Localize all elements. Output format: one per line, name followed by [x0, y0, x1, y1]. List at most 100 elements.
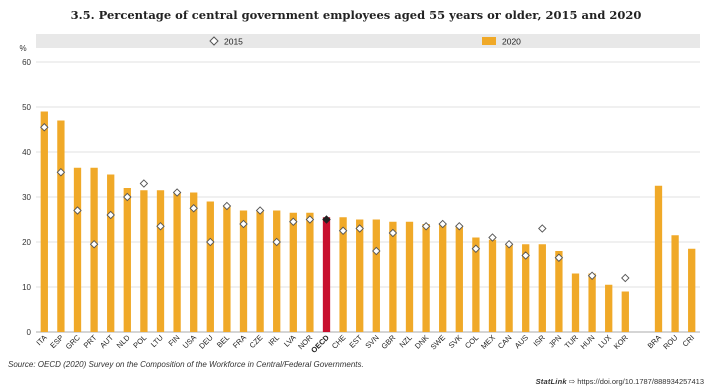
- x-tick-label-can: CAN: [496, 333, 514, 351]
- legend-2015-marker: [209, 36, 219, 46]
- bar-usa: [190, 192, 198, 332]
- bar-che: [339, 217, 347, 332]
- bar-nzl: [405, 221, 414, 332]
- statlink-arrow-icon: ⇨: [568, 377, 578, 386]
- x-tick-label-nzl: NZL: [398, 333, 414, 349]
- bar-svn: [372, 219, 380, 332]
- x-tick-label-pol: POL: [131, 333, 148, 350]
- x-tick-label-prt: PRT: [82, 333, 99, 350]
- marker-2015-oecd: [322, 215, 331, 224]
- legend-2020-swatch: [482, 37, 496, 45]
- y-axis-label: %: [19, 44, 26, 53]
- marker-2015-ita: [40, 123, 49, 132]
- bar-ltu: [156, 190, 165, 332]
- marker-2015-nld: [123, 192, 132, 202]
- bar-lva: [289, 212, 297, 332]
- marker-2015-aus: [521, 251, 530, 260]
- x-tick-label-isr: ISR: [532, 333, 548, 349]
- marker-2015-lva: [289, 217, 298, 226]
- x-tick-label-hun: HUN: [579, 333, 597, 351]
- legend-2020-label: 2020: [502, 37, 521, 47]
- marker-2015-kor: [621, 273, 630, 283]
- x-tick-label-ita: ITA: [34, 333, 48, 347]
- statlink-url[interactable]: https://doi.org/10.1787/888934257413: [577, 377, 704, 386]
- bar-oecd: [322, 217, 331, 332]
- source-note: Source: OECD (2020) Survey on the Compos…: [8, 360, 364, 369]
- x-tick-label-grc: GRC: [64, 333, 83, 352]
- bar-deu: [206, 201, 214, 332]
- bar-nld: [123, 188, 131, 332]
- x-tick-label-irl: IRL: [266, 333, 281, 348]
- bar-kor: [621, 291, 629, 332]
- x-tick-label-cri: CRI: [681, 333, 697, 349]
- marker-2015-aut: [106, 210, 115, 220]
- marker-2015-fra: [239, 219, 248, 229]
- x-tick-label-mex: MEX: [479, 333, 497, 351]
- marker-2015-bel: [222, 201, 232, 211]
- marker-2015-can: [504, 240, 514, 249]
- bar-fra: [239, 210, 248, 332]
- bar-lux: [605, 284, 613, 332]
- bar-mex: [488, 239, 497, 332]
- x-tick-label-est: EST: [347, 333, 364, 350]
- marker-2015-hun: [587, 271, 597, 280]
- marker-2015-isr: [538, 224, 547, 233]
- marker-2015-deu: [206, 237, 215, 247]
- y-tick-label: 10: [22, 283, 31, 292]
- bar-irl: [273, 210, 281, 332]
- x-tick-label-dnk: DNK: [413, 333, 431, 351]
- y-tick-label: 30: [22, 193, 31, 202]
- marker-2015-nor: [305, 215, 315, 224]
- bar-tur: [571, 273, 580, 332]
- bar-grc: [73, 167, 82, 332]
- bar-rou: [671, 235, 679, 332]
- bars-2020: [40, 111, 696, 332]
- bar-ita: [40, 111, 48, 332]
- bar-esp: [57, 120, 65, 332]
- x-tick-label-fra: FRA: [231, 333, 248, 350]
- x-tick-label-fin: FIN: [167, 333, 182, 348]
- marker-2015-che: [338, 226, 348, 235]
- marker-2015-ltu: [156, 222, 165, 231]
- bar-cri: [688, 248, 696, 332]
- chart-title: 3.5. Percentage of central government em…: [70, 8, 642, 22]
- bar-prt: [90, 167, 98, 332]
- bar-dnk: [422, 224, 430, 332]
- marker-2015-est: [355, 224, 364, 233]
- x-tick-label-bel: BEL: [215, 333, 231, 349]
- bar-can: [505, 244, 513, 332]
- x-tick-label-jpn: JPN: [547, 333, 563, 349]
- bar-isr: [538, 244, 546, 332]
- x-tick-label-swe: SWE: [429, 333, 447, 351]
- bar-swe: [439, 224, 447, 332]
- y-tick-label: 20: [22, 238, 31, 247]
- marker-2015-prt: [89, 240, 99, 249]
- legend-2015-label: 2015: [224, 37, 243, 47]
- marker-2015-swe: [438, 219, 447, 229]
- y-tick-label: 40: [22, 148, 31, 157]
- y-tick-label: 60: [22, 58, 31, 67]
- x-tick-label-cze: CZE: [248, 333, 265, 350]
- marker-2015-irl: [272, 237, 281, 247]
- x-tick-label-svn: SVN: [363, 333, 380, 350]
- bar-bel: [223, 206, 231, 332]
- marker-2015-pol: [139, 179, 149, 188]
- bar-svk: [455, 226, 463, 332]
- bar-cze: [256, 210, 264, 332]
- bar-hun: [588, 273, 596, 332]
- marker-2015-jpn: [554, 253, 564, 262]
- bar-pol: [140, 190, 148, 332]
- x-tick-label-nld: NLD: [115, 333, 132, 350]
- bar-bra: [654, 185, 663, 332]
- x-tick-label-aus: AUS: [513, 333, 530, 350]
- x-tick-label-bra: BRA: [646, 333, 663, 350]
- x-tick-label-kor: KOR: [612, 333, 630, 351]
- statlink[interactable]: StatLink ⇨ https://doi.org/10.1787/88893…: [536, 377, 704, 386]
- x-tick-label-oecd: OECD: [309, 333, 331, 355]
- marker-2015-gbr: [388, 228, 398, 238]
- y-tick-label: 50: [22, 103, 31, 112]
- x-tick-label-lux: LUX: [596, 333, 613, 350]
- x-tick-label-che: CHE: [330, 333, 348, 351]
